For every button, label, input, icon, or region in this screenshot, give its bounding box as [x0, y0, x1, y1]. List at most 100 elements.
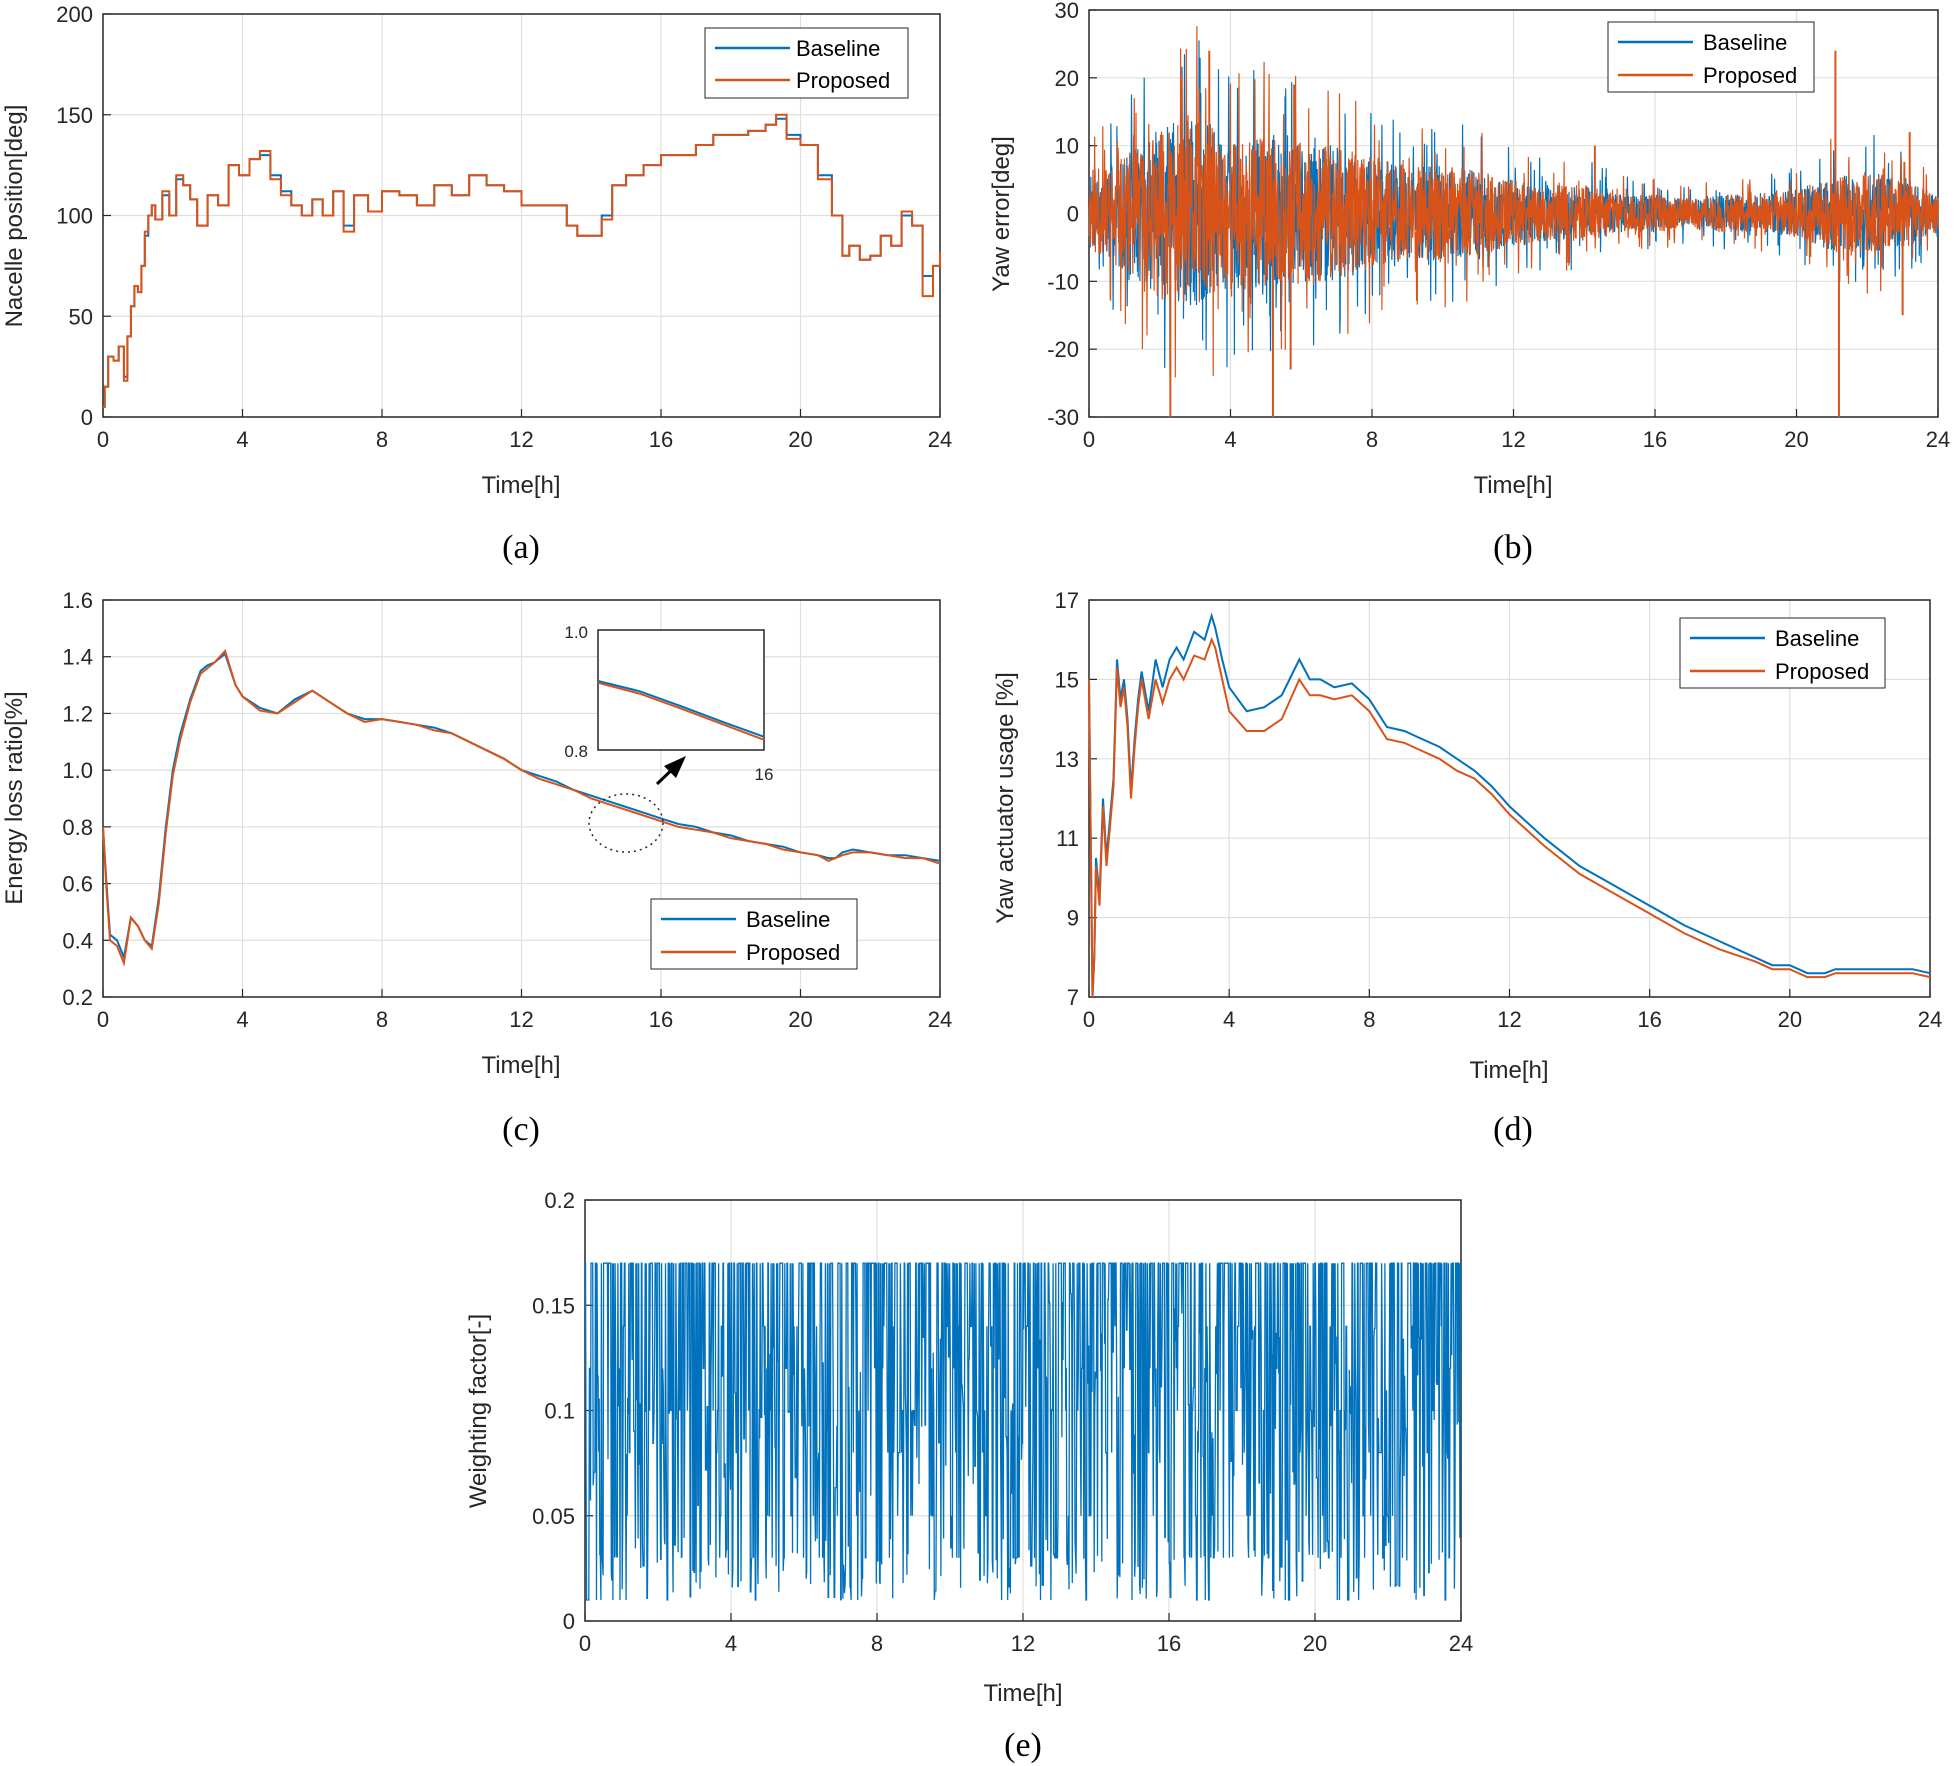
xtick-label: 16 [649, 427, 673, 452]
ticks-d: 0 4 8 12 16 20 24 7 9 11 13 15 17 [1055, 588, 1943, 1032]
ticks-e: 0 4 8 12 16 20 24 0 0.05 0.1 0.15 0.2 [532, 1188, 1473, 1656]
ytick-label: 0 [1067, 202, 1079, 227]
legend-label-baseline-c: Baseline [746, 907, 830, 932]
xtick-label: 20 [788, 1007, 812, 1032]
legend-label-baseline-a: Baseline [796, 36, 880, 61]
legend-box-b [1607, 21, 1815, 93]
ticks-b: 0 4 8 12 16 20 24 -30 -20 -10 0 10 20 30 [1047, 0, 1950, 452]
inset-line-baseline [597, 680, 765, 738]
xtick-label: 12 [509, 1007, 533, 1032]
caption-e: (e) [1004, 1727, 1042, 1764]
xtick-label: 12 [509, 427, 533, 452]
ytick-label: 0.15 [532, 1293, 575, 1318]
xtick-label: 20 [788, 427, 812, 452]
xtick-label: 0 [579, 1631, 591, 1656]
xtick-label: 8 [376, 1007, 388, 1032]
xtick-label: 24 [1449, 1631, 1473, 1656]
caption-a: (a) [502, 529, 540, 566]
ytick-label: 1.6 [62, 588, 93, 613]
ytick-label: 1.0 [62, 758, 93, 783]
series-line-proposed [1088, 26, 1939, 378]
zoom-ellipse [588, 793, 664, 853]
ytick-label: 30 [1055, 0, 1079, 23]
ylabel-b: Yaw error[deg] [988, 136, 1015, 292]
series-inset [597, 680, 765, 741]
legend-label-proposed-a: Proposed [796, 68, 890, 93]
zoom-arrow-head [664, 756, 686, 778]
xtick-label: 8 [1363, 1007, 1375, 1032]
legend-box-d [1679, 617, 1886, 689]
series-line-proposed [1088, 637, 1931, 998]
xtick-label: 16 [1637, 1007, 1661, 1032]
xtick-label: 4 [1223, 1007, 1235, 1032]
panel-a: 0 4 8 12 16 20 24 0 50 100 150 200 Time[h] Nacelle … [1, 2, 952, 566]
xtick-label: 8 [1366, 427, 1378, 452]
legend-label-baseline-b: Baseline [1703, 30, 1787, 55]
legend-box-a [704, 27, 909, 99]
ytick-label: 17 [1055, 588, 1079, 613]
xlabel-d: Time[h] [1469, 1057, 1548, 1084]
inset-xtick: 16 [755, 765, 774, 784]
xtick-label: 24 [928, 1007, 952, 1032]
xtick-label: 12 [1497, 1007, 1521, 1032]
ticks-c: 0 4 8 12 16 20 24 0.2 0.4 0.6 0.8 1.0 1.2 1.4 1.6 [62, 588, 952, 1032]
series-line-weighting-factor [584, 1262, 1462, 1601]
xlabel-a: Time[h] [481, 472, 560, 499]
ytick-label: 0.1 [544, 1399, 575, 1424]
ytick-label: 15 [1055, 667, 1079, 692]
series-line-proposed [102, 649, 941, 967]
legend-b: Baseline Proposed [1607, 21, 1815, 93]
panel-c: 0 4 8 12 16 20 24 0.2 0.4 0.6 0.8 1.0 1.2 1.4 1.6 1.0 … [1, 588, 952, 1148]
xtick-label: 4 [1224, 427, 1236, 452]
ytick-label: 13 [1055, 747, 1079, 772]
ytick-label: 0 [563, 1609, 575, 1634]
ytick-label: 20 [1055, 66, 1079, 91]
xtick-label: 20 [1778, 1007, 1802, 1032]
ticks-a: 0 4 8 12 16 20 24 0 50 100 150 200 [56, 2, 952, 452]
xtick-label: 24 [928, 427, 952, 452]
ytick-label: 1.2 [62, 701, 93, 726]
ylabel-c: Energy loss ratio[%] [1, 691, 28, 904]
xlabel-c: Time[h] [481, 1052, 560, 1079]
ytick-label: 0.6 [62, 872, 93, 897]
series-d [1088, 612, 1931, 998]
ytick-label: 200 [56, 2, 93, 27]
ytick-label: 11 [1056, 826, 1079, 851]
legend-c: Baseline Proposed [650, 898, 858, 970]
xtick-label: 4 [725, 1631, 737, 1656]
legend-label-proposed-d: Proposed [1775, 659, 1869, 684]
series-line-baseline [1088, 612, 1931, 998]
xtick-label: 24 [1918, 1007, 1942, 1032]
inset-ytick-top: 1.0 [564, 623, 588, 642]
ytick-label: 7 [1067, 985, 1079, 1010]
ytick-label: 50 [69, 304, 93, 329]
series-a [103, 113, 941, 408]
ytick-label: 10 [1055, 134, 1079, 159]
ytick-label: 100 [56, 204, 93, 229]
xtick-label: 0 [97, 1007, 109, 1032]
legend-box-c [650, 898, 858, 970]
ylabel-d: Yaw actuator usage [%] [992, 672, 1019, 924]
inset-ytick-bottom: 0.8 [564, 742, 588, 761]
zoom-arrow [655, 756, 686, 786]
legend-a: Baseline Proposed [704, 27, 909, 99]
ytick-label: 0.2 [62, 985, 93, 1010]
inset-line-proposed [597, 681, 765, 741]
ytick-label: 0.2 [544, 1188, 575, 1213]
ytick-label: 1.4 [62, 645, 93, 670]
legend-d: Baseline Proposed [1679, 617, 1886, 689]
xtick-label: 16 [649, 1007, 673, 1032]
caption-b: (b) [1493, 529, 1533, 566]
panel-b: 0 4 8 12 16 20 24 -30 -20 -10 0 10 20 30 Time[h] Yaw … [988, 0, 1950, 566]
ytick-label: 9 [1067, 906, 1079, 931]
ytick-label: -20 [1047, 337, 1079, 362]
legend-label-baseline-d: Baseline [1775, 626, 1859, 651]
xlabel-b: Time[h] [1473, 472, 1552, 499]
ytick-label: 0 [81, 405, 93, 430]
xtick-label: 4 [236, 1007, 248, 1032]
ytick-label: 0.4 [62, 928, 93, 953]
xtick-label: 16 [1643, 427, 1667, 452]
ytick-label: 0.8 [62, 815, 93, 840]
series-c [102, 649, 941, 967]
xtick-label: 20 [1784, 427, 1808, 452]
